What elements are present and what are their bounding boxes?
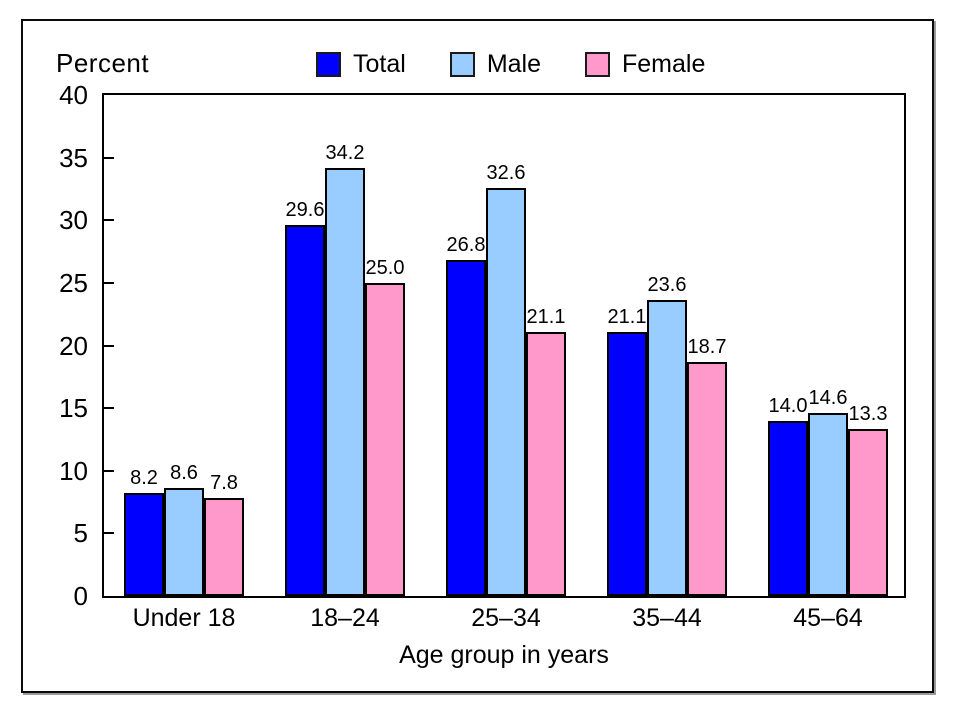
bar-male-2 <box>325 168 365 596</box>
y-axis-unit-label: Percent <box>56 48 150 78</box>
bar-female-3 <box>526 332 566 596</box>
y-tick-label: 35 <box>59 143 88 173</box>
bar-total-5 <box>768 421 808 596</box>
y-tick-label: 25 <box>59 268 88 298</box>
y-tick-label: 20 <box>59 331 88 361</box>
plot-area <box>102 93 906 598</box>
y-tick-label: 5 <box>73 518 88 548</box>
bar-female-2 <box>365 283 405 596</box>
bar-value-label: 8.2 <box>130 467 158 489</box>
bar-value-label: 34.2 <box>325 142 365 164</box>
y-tick-mark <box>104 157 114 159</box>
y-tick-mark <box>104 345 114 347</box>
x-axis-title: Age group in years <box>399 641 609 669</box>
bar-total-2 <box>285 225 325 596</box>
bar-female-4 <box>687 362 727 596</box>
bar-male-1 <box>164 488 204 596</box>
bar-total-4 <box>607 332 647 596</box>
y-tick-mark <box>104 219 114 221</box>
legend-entry-male: Male <box>449 50 541 79</box>
legend: Total Male Female <box>316 50 705 79</box>
y-tick-mark <box>104 282 114 284</box>
y-tick-label: 15 <box>59 393 88 423</box>
legend-swatch-total <box>316 52 341 77</box>
y-tick-label: 40 <box>59 80 88 110</box>
y-tick-label: 30 <box>59 205 88 235</box>
legend-label: Female <box>622 50 706 78</box>
bar-value-label: 25.0 <box>365 257 405 279</box>
y-tick-label: 0 <box>73 581 88 611</box>
bar-female-5 <box>848 429 888 596</box>
bar-value-label: 13.3 <box>848 403 888 425</box>
legend-swatch-male <box>449 52 475 77</box>
x-category-label: 18–24 <box>310 604 380 632</box>
bar-total-1 <box>124 493 164 596</box>
bar-male-5 <box>808 413 848 596</box>
x-category-label: 25–34 <box>471 604 541 632</box>
bar-value-label: 8.6 <box>170 462 198 484</box>
bar-male-3 <box>486 188 526 596</box>
x-category-label: Under 18 <box>132 604 236 632</box>
x-category-label: 35–44 <box>632 604 702 632</box>
bar-value-label: 32.6 <box>486 162 526 184</box>
bar-value-label: 21.1 <box>526 306 566 328</box>
bar-female-1 <box>204 498 244 596</box>
y-tick-mark <box>104 470 114 472</box>
legend-swatch-female <box>585 52 610 77</box>
x-category-label: 45–64 <box>793 604 863 632</box>
legend-entry-total: Total <box>316 50 406 79</box>
bar-value-label: 18.7 <box>687 336 727 358</box>
legend-label: Male <box>486 50 541 78</box>
bar-value-label: 21.1 <box>607 306 647 328</box>
y-tick-mark <box>104 532 114 534</box>
bar-total-3 <box>446 260 486 596</box>
bar-value-label: 14.0 <box>768 395 808 417</box>
legend-label: Total <box>353 50 406 78</box>
bar-value-label: 7.8 <box>210 472 238 494</box>
legend-entry-female: Female <box>585 50 705 79</box>
bar-value-label: 29.6 <box>285 199 325 221</box>
bar-value-label: 14.6 <box>808 387 848 409</box>
y-tick-label: 10 <box>59 456 88 486</box>
bar-male-4 <box>647 300 687 596</box>
bar-value-label: 26.8 <box>446 234 486 256</box>
y-tick-mark <box>104 407 114 409</box>
bar-value-label: 23.6 <box>647 274 687 296</box>
